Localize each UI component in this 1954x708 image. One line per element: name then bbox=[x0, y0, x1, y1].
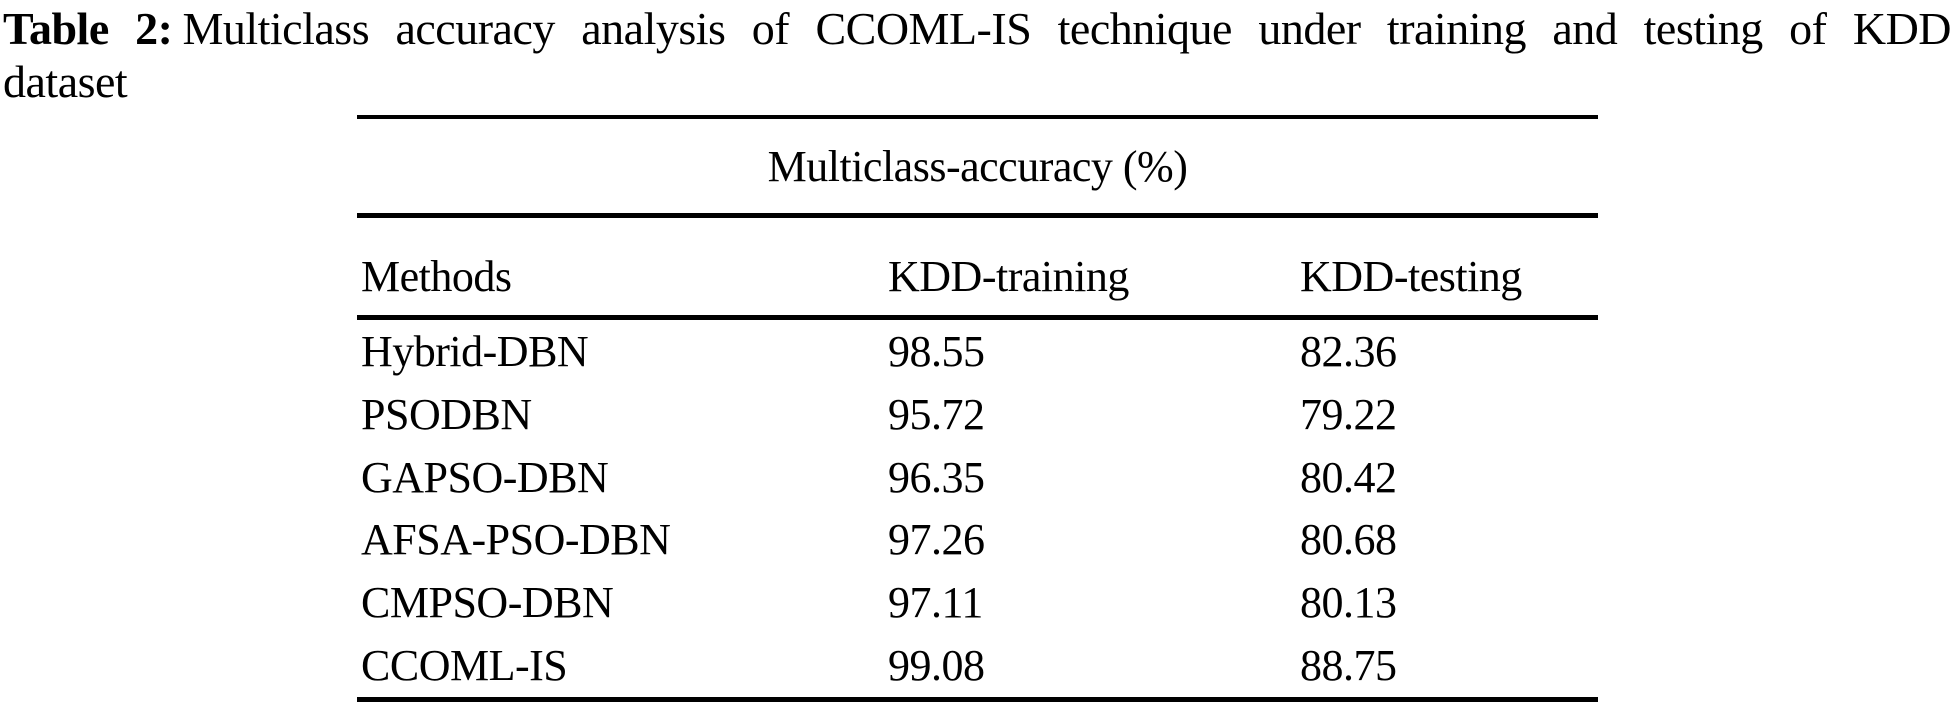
table-row: Hybrid-DBN 98.55 82.36 bbox=[357, 320, 1598, 383]
kdd-training-cell: 99.08 bbox=[888, 641, 985, 691]
column-header-kdd-training: KDD-training bbox=[888, 252, 1129, 301]
table-row: GAPSO-DBN 96.35 80.42 bbox=[357, 446, 1598, 509]
kdd-testing-cell: 80.68 bbox=[1300, 515, 1397, 565]
method-cell: PSODBN bbox=[361, 389, 532, 439]
method-cell: Hybrid-DBN bbox=[361, 326, 589, 376]
table-row: PSODBN 95.72 79.22 bbox=[357, 383, 1598, 446]
caption-line-1: Table 2: Multiclass accuracy analysis of … bbox=[3, 2, 1952, 55]
table-row: AFSA-PSO-DBN 97.26 80.68 bbox=[357, 508, 1598, 571]
caption-label: Table 2: bbox=[3, 3, 173, 54]
kdd-training-cell: 97.11 bbox=[888, 578, 983, 628]
table-row: CMPSO-DBN 97.11 80.13 bbox=[357, 571, 1598, 634]
column-header-kdd-testing: KDD-testing bbox=[1300, 252, 1522, 301]
table-body: Hybrid-DBN 98.55 82.36 PSODBN 95.72 79.2… bbox=[357, 320, 1598, 697]
kdd-testing-cell: 80.13 bbox=[1300, 578, 1397, 628]
data-table: Multiclass-accuracy (%) Methods KDD-trai… bbox=[357, 115, 1598, 702]
column-header-methods: Methods bbox=[361, 252, 512, 301]
kdd-testing-cell: 88.75 bbox=[1300, 641, 1397, 691]
kdd-testing-cell: 82.36 bbox=[1300, 326, 1397, 376]
table-row: CCOML-IS 99.08 88.75 bbox=[357, 634, 1598, 697]
kdd-testing-cell: 79.22 bbox=[1300, 389, 1397, 439]
caption-text: Multiclass accuracy analysis of CCOML-IS… bbox=[182, 3, 1952, 54]
kdd-training-cell: 98.55 bbox=[888, 326, 985, 376]
kdd-training-cell: 96.35 bbox=[888, 452, 985, 502]
kdd-testing-cell: 80.42 bbox=[1300, 452, 1397, 502]
table-caption: Table 2: Multiclass accuracy analysis of … bbox=[3, 2, 1952, 108]
method-cell: CMPSO-DBN bbox=[361, 578, 614, 628]
method-cell: AFSA-PSO-DBN bbox=[361, 515, 671, 565]
caption-line-2: dataset bbox=[3, 56, 128, 107]
table-header-row: Methods KDD-training KDD-testing bbox=[357, 218, 1598, 320]
method-cell: CCOML-IS bbox=[361, 641, 568, 691]
table-span-header: Multiclass-accuracy (%) bbox=[357, 119, 1598, 218]
kdd-training-cell: 97.26 bbox=[888, 515, 985, 565]
kdd-training-cell: 95.72 bbox=[888, 389, 985, 439]
method-cell: GAPSO-DBN bbox=[361, 452, 609, 502]
